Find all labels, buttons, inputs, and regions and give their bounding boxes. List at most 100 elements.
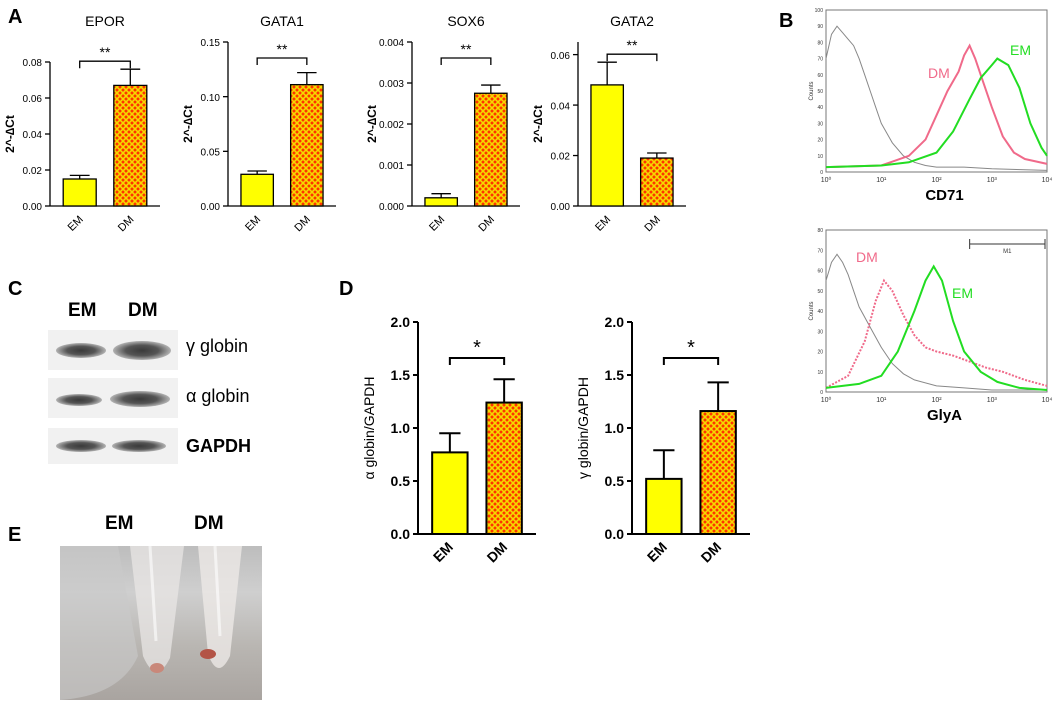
x-tick-label: 10² bbox=[931, 177, 942, 184]
bar-em bbox=[431, 451, 469, 536]
lane-label-dm: DM bbox=[128, 300, 158, 321]
y-axis-label: 2^-∆Ct bbox=[3, 115, 17, 153]
significance-label: * bbox=[687, 337, 695, 359]
significance-label: ** bbox=[277, 41, 288, 57]
y-tick-label: 0.02 bbox=[23, 166, 43, 177]
band bbox=[56, 394, 102, 406]
histogram-dm bbox=[825, 43, 1048, 169]
y-tick-label: 40 bbox=[817, 105, 823, 111]
bar-em bbox=[62, 178, 97, 207]
significance-bracket bbox=[79, 60, 131, 69]
blot-strip-gapdh bbox=[48, 428, 178, 464]
y-axis-label: 2^-∆Ct bbox=[365, 105, 379, 143]
x-tick-label: 10¹ bbox=[876, 397, 887, 404]
bar-dm bbox=[113, 84, 148, 207]
y-tick-label: 0.5 bbox=[605, 473, 625, 489]
band bbox=[56, 343, 106, 358]
y-tick-label: 0.001 bbox=[379, 161, 404, 172]
band bbox=[56, 440, 106, 452]
y-tick-label: 10 bbox=[817, 370, 823, 376]
y-tick-label: 20 bbox=[817, 350, 823, 356]
y-tick-label: 40 bbox=[817, 309, 823, 315]
x-tick-label: 10⁴ bbox=[1042, 177, 1053, 184]
photo-label-dm: DM bbox=[194, 513, 224, 534]
y-tick-label: 0.06 bbox=[551, 51, 571, 62]
significance-bracket bbox=[440, 57, 492, 65]
y-tick-label: 60 bbox=[817, 269, 823, 275]
chart-title: GATA2 bbox=[610, 13, 654, 29]
y-tick-label: 90 bbox=[817, 24, 823, 30]
y-tick-label: 0 bbox=[820, 170, 823, 176]
bar-dm bbox=[485, 401, 523, 535]
bar-em bbox=[240, 173, 275, 207]
x-tick-label: 10⁴ bbox=[1042, 397, 1053, 404]
y-tick-label: 0.15 bbox=[201, 38, 221, 49]
y-tick-label: 1.5 bbox=[605, 367, 625, 383]
bar-em bbox=[590, 84, 625, 207]
plot-frame bbox=[825, 9, 1048, 173]
bar-em bbox=[645, 477, 683, 536]
y-tick-label: 60 bbox=[817, 73, 823, 79]
bar-dm bbox=[639, 157, 674, 207]
significance-label: ** bbox=[100, 44, 111, 60]
x-tick-label: 10² bbox=[931, 397, 942, 404]
series-label-em: EM bbox=[1010, 42, 1031, 58]
y-tick-label: 10 bbox=[817, 154, 823, 160]
band bbox=[110, 391, 170, 407]
chart-title: SOX6 bbox=[447, 13, 485, 29]
significance-label: ** bbox=[461, 41, 472, 57]
histogram-control bbox=[825, 253, 1047, 391]
x-tick-label: 10⁰ bbox=[821, 176, 832, 184]
x-tick-label: 10⁰ bbox=[821, 396, 832, 404]
y-tick-label: 0.0 bbox=[605, 526, 625, 542]
band bbox=[113, 341, 171, 360]
panel-label-b: B bbox=[779, 10, 794, 32]
blot-label-gapdh: GAPDH bbox=[186, 436, 252, 456]
flow-histogram-2: 10⁰ 10¹ 10² 10³ 10⁴ 0 10 20 30 40 50 60 70 80 Counts Gl… bbox=[809, 228, 1052, 424]
bar-dm bbox=[289, 83, 324, 207]
x-tick-label: 10³ bbox=[987, 177, 998, 184]
bar-em bbox=[424, 197, 459, 207]
panel-label-e: E bbox=[8, 524, 22, 546]
y-tick-label: 70 bbox=[817, 57, 823, 63]
y-tick-label: 1.0 bbox=[391, 420, 411, 436]
y-tick-label: 80 bbox=[817, 40, 823, 46]
gate-label: M1 bbox=[1003, 249, 1012, 255]
x-axis-label: CD71 bbox=[925, 187, 963, 204]
y-axis-label: 2^-∆Ct bbox=[531, 105, 545, 143]
blot-label-gamma-globin: γ globin bbox=[186, 336, 249, 356]
tube-photo bbox=[60, 546, 262, 700]
y-axis-label: 2^-∆Ct bbox=[181, 105, 195, 143]
chart-title: EPOR bbox=[85, 13, 125, 29]
blot-strip-gamma bbox=[48, 330, 178, 370]
significance-bracket bbox=[256, 57, 308, 65]
y-tick-label: 0.08 bbox=[23, 58, 43, 69]
y-tick-label: 0.10 bbox=[201, 93, 221, 104]
blot-strip-alpha bbox=[48, 378, 178, 418]
series-label-dm: DM bbox=[928, 65, 950, 81]
y-tick-label: 0.0 bbox=[391, 526, 411, 542]
y-tick-label: 0.00 bbox=[201, 202, 221, 213]
bar-dm bbox=[473, 92, 508, 207]
y-tick-label: 0.04 bbox=[23, 130, 43, 141]
tubes-illustration bbox=[60, 546, 242, 700]
histogram-control bbox=[825, 25, 1048, 171]
y-tick-label: 0.04 bbox=[551, 101, 571, 112]
y-tick-label: 50 bbox=[817, 89, 823, 95]
histogram-dm bbox=[825, 278, 1048, 389]
x-tick-label: 10¹ bbox=[876, 177, 887, 184]
y-tick-label: 0 bbox=[820, 390, 823, 396]
y-tick-label: 0.06 bbox=[23, 94, 43, 105]
lane-label-em: EM bbox=[68, 300, 97, 321]
series-label-dm: DM bbox=[856, 249, 878, 265]
x-tick-label: 10³ bbox=[987, 397, 998, 404]
y-tick-label: 1.0 bbox=[605, 420, 625, 436]
y-tick-label: 0.000 bbox=[379, 202, 404, 213]
